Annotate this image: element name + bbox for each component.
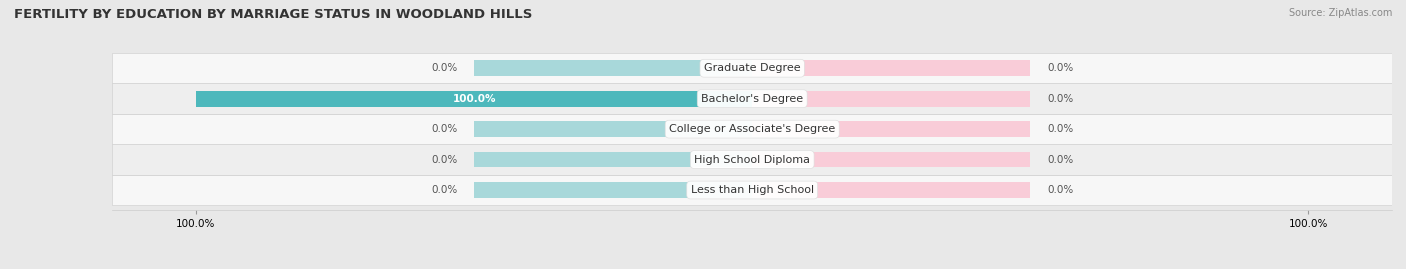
Bar (112, 175, 1392, 205)
Text: 0.0%: 0.0% (432, 155, 457, 165)
Text: 0.0%: 0.0% (1047, 185, 1073, 195)
Bar (752, 60, 1031, 76)
Bar (474, 182, 752, 198)
Text: 0.0%: 0.0% (1047, 63, 1073, 73)
Bar (474, 121, 752, 137)
Text: Graduate Degree: Graduate Degree (704, 63, 800, 73)
Text: 0.0%: 0.0% (1047, 124, 1073, 134)
Bar (474, 91, 752, 107)
Text: 0.0%: 0.0% (1047, 94, 1073, 104)
Bar (112, 53, 1392, 83)
Bar (752, 152, 1031, 168)
Bar (752, 121, 1031, 137)
Bar (474, 60, 752, 76)
Bar (112, 114, 1392, 144)
Bar (112, 83, 1392, 114)
Text: FERTILITY BY EDUCATION BY MARRIAGE STATUS IN WOODLAND HILLS: FERTILITY BY EDUCATION BY MARRIAGE STATU… (14, 8, 533, 21)
Bar (195, 91, 752, 107)
Text: 0.0%: 0.0% (432, 63, 457, 73)
Text: 100.0%: 100.0% (453, 94, 496, 104)
Bar (752, 182, 1031, 198)
Text: 0.0%: 0.0% (432, 185, 457, 195)
Text: College or Associate's Degree: College or Associate's Degree (669, 124, 835, 134)
Text: Less than High School: Less than High School (690, 185, 814, 195)
Bar (112, 144, 1392, 175)
Bar (474, 152, 752, 168)
Text: 0.0%: 0.0% (432, 124, 457, 134)
Text: High School Diploma: High School Diploma (695, 155, 810, 165)
Text: Bachelor's Degree: Bachelor's Degree (702, 94, 803, 104)
Text: Source: ZipAtlas.com: Source: ZipAtlas.com (1288, 8, 1392, 18)
Bar (752, 91, 1031, 107)
Text: 0.0%: 0.0% (1047, 155, 1073, 165)
